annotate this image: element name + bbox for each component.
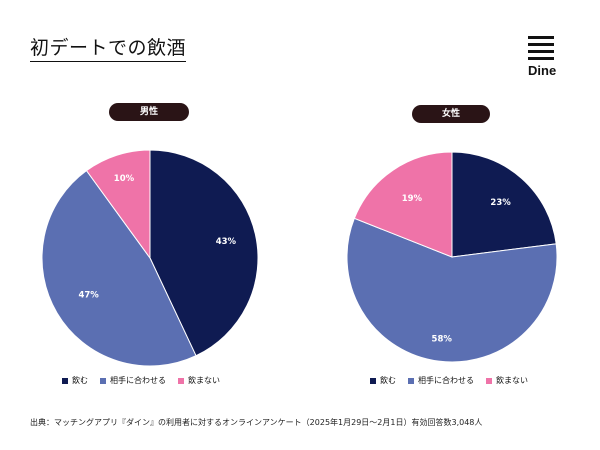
data-label-no-drink: 10% xyxy=(114,174,135,184)
chart-title-female: 女性 xyxy=(412,105,490,123)
legend-item-no-drink: 飲まない xyxy=(486,375,528,386)
legend-label: 飲まない xyxy=(496,376,528,385)
legend-swatch xyxy=(486,377,492,384)
chart-title-male: 男性 xyxy=(109,103,189,121)
dine-logo: Dine xyxy=(528,36,560,78)
pie-slice-no-drink xyxy=(85,149,151,260)
legend-swatch xyxy=(178,377,184,384)
legend-swatch xyxy=(370,377,376,384)
pie-slice-match xyxy=(41,169,197,367)
legend-label: 飲まない xyxy=(188,376,220,385)
legend-item-match: 相手に合わせる xyxy=(408,375,474,386)
source-note: 出典：マッチングアプリ『ダイン』の利用者に対するオンラインアンケート（2025年… xyxy=(30,418,483,427)
legend-swatch xyxy=(408,377,414,384)
legend-item-match: 相手に合わせる xyxy=(100,375,166,386)
hamburger-lines-icon xyxy=(528,36,560,60)
legend-label: 相手に合わせる xyxy=(418,376,474,385)
legend-item-drink: 飲む xyxy=(370,375,396,386)
legend-swatch xyxy=(100,377,106,384)
logo-text: Dine xyxy=(528,63,557,78)
page-title: 初デートでの飲酒 xyxy=(30,36,187,62)
legend-label: 飲む xyxy=(380,376,396,385)
legend-label: 相手に合わせる xyxy=(110,376,166,385)
data-label-match: 58% xyxy=(432,334,453,344)
legend-item-no-drink: 飲まない xyxy=(178,375,220,386)
legend-female: 飲む 相手に合わせる 飲まない xyxy=(370,375,540,386)
legend-male: 飲む 相手に合わせる 飲まない xyxy=(62,375,232,386)
pie-slice-drink xyxy=(149,149,259,357)
data-label-drink: 43% xyxy=(216,237,237,247)
data-label-drink: 23% xyxy=(490,198,511,208)
data-label-no-drink: 19% xyxy=(402,194,423,204)
legend-item-drink: 飲む xyxy=(62,375,88,386)
pie-slice-drink xyxy=(451,151,557,258)
data-label-match: 47% xyxy=(78,290,99,300)
pie-slice-no-drink xyxy=(353,151,453,258)
pie-slice-match xyxy=(346,217,558,363)
legend-swatch xyxy=(62,377,68,384)
legend-label: 飲む xyxy=(72,376,88,385)
